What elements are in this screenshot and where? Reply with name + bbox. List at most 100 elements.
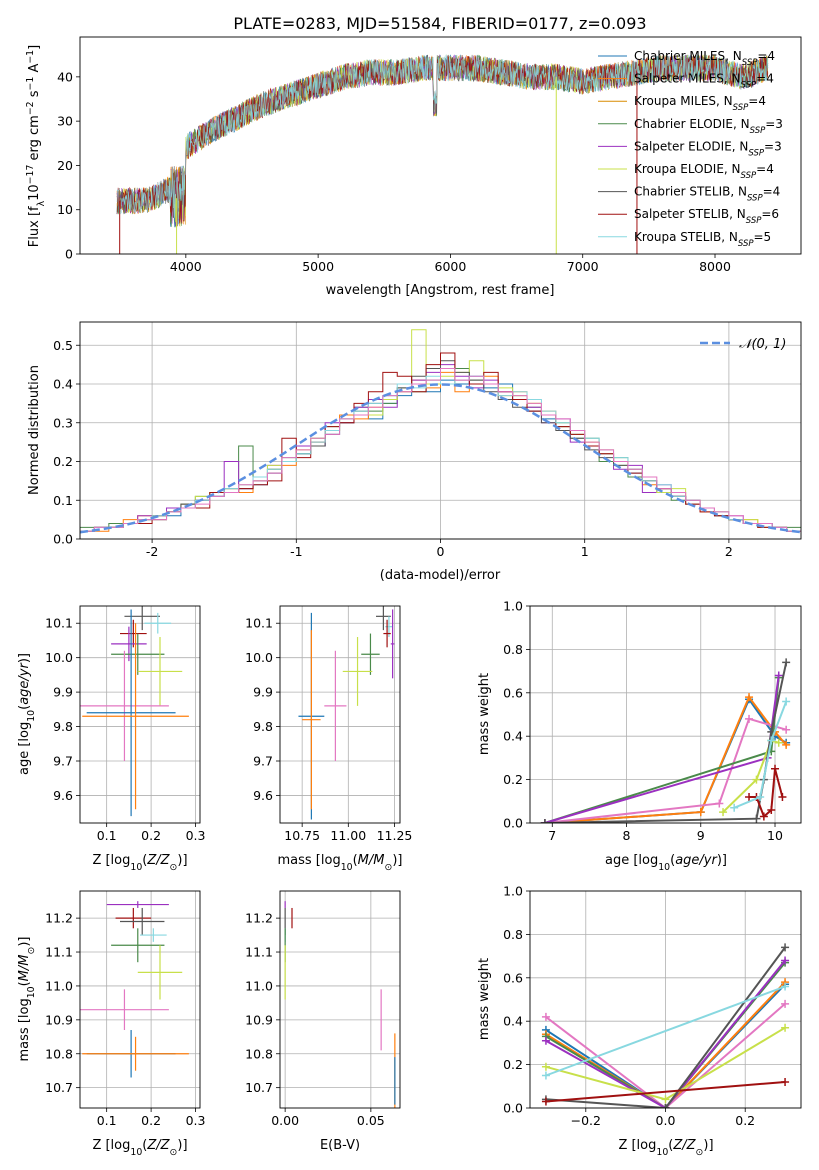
weight-line	[544, 677, 780, 823]
panel-residuals: -2 -1 0 1 2 0.0 0.1 0.2 0.3 0.4 0.5 𝒩(0, 1) (data-mo…	[27, 321, 802, 583]
y-tick-label: 10.1	[245, 616, 273, 631]
weight-marker	[661, 1095, 670, 1104]
weight-marker	[759, 812, 768, 821]
x-tick-label: 0	[437, 544, 445, 559]
weight-marker	[745, 792, 754, 801]
x-tick-label: 6000	[435, 259, 467, 274]
weight-line	[544, 697, 787, 823]
y-tick-label: 10.8	[245, 1046, 273, 1061]
y-tick-label: 0.0	[53, 532, 73, 547]
figure-title: PLATE=0283, MJD=51584, FIBERID=0177, z=0…	[233, 14, 646, 33]
spectrum-line	[116, 55, 769, 227]
weight-marker	[781, 943, 790, 952]
axes-frame	[279, 605, 401, 824]
weight-marker	[715, 799, 724, 808]
histogram-series	[80, 368, 801, 539]
y-tick-label: 0.2	[53, 454, 73, 469]
weight-line	[545, 959, 786, 1108]
weight-marker	[781, 999, 790, 1008]
plot-area-spectrum	[116, 54, 769, 254]
legend-label: Salpeter MILES, NSSP=4	[634, 72, 774, 91]
weight-marker	[782, 740, 791, 749]
x-tick-label: 2	[725, 544, 733, 559]
x-tick-label: 1	[581, 544, 589, 559]
legend-label: Chabrier MILES, NSSP=4	[634, 49, 775, 68]
legend-label: Salpeter ELODIE, NSSP=3	[634, 139, 782, 158]
y-tick-label: 0.3	[53, 415, 73, 430]
weight-marker	[541, 1062, 550, 1071]
x-tick-label: 10.75	[284, 828, 320, 843]
weight-marker	[540, 819, 549, 823]
panel-z_mass: 0.1 0.2 0.3 10.7 10.8 10.9 11.0 11.1 11.2 Z [log1…	[17, 890, 206, 1158]
y-tick-label: 10.9	[245, 1012, 273, 1027]
x-tick-label: 0.05	[357, 1113, 385, 1128]
y-tick-label: 9.6	[253, 788, 273, 803]
y-tick-label: 9.7	[53, 754, 73, 769]
y-tick-label: 9.6	[53, 788, 73, 803]
weight-marker	[774, 671, 783, 680]
y-tick-label: 0.1	[53, 493, 73, 508]
y-axis-label: mass weight	[477, 673, 492, 755]
y-tick-label: 10.9	[45, 1012, 73, 1027]
normal-curve	[80, 383, 801, 534]
legend-label: Chabrier STELIB, NSSP=4	[634, 185, 780, 204]
spectrum-line	[116, 54, 769, 226]
weight-marker	[696, 808, 705, 817]
y-tick-label: 9.8	[53, 719, 73, 734]
panel-weight_z: −0.2 0.0 0.2 0.0 0.2 0.4 0.6 0.8 1.0 Z [log10(Z/Z…	[477, 884, 802, 1158]
x-tick-label: 0.0	[656, 1113, 676, 1128]
y-tick-label: 9.8	[253, 719, 273, 734]
legend-label: Kroupa ELODIE, NSSP=4	[634, 162, 774, 181]
x-tick-label: 9	[697, 828, 705, 843]
y-tick-label: 11.0	[45, 978, 73, 993]
x-tick-label: 0.3	[186, 828, 206, 843]
y-tick-label: 0	[65, 247, 73, 262]
weight-line	[544, 695, 787, 823]
weight-marker	[745, 714, 754, 723]
weight-line	[733, 701, 788, 809]
x-tick-label: 0.2	[141, 1113, 161, 1128]
y-tick-label: 0.6	[503, 685, 523, 700]
axes-frame	[79, 36, 802, 255]
y-tick-label: 0.8	[503, 927, 523, 942]
panel-mass_age: 10.75 11.00 11.25 9.6 9.7 9.8 9.9 10.0 10.1 mass …	[245, 605, 412, 873]
x-axis-label: Z [log10(Z/Z⊙)]	[618, 1138, 713, 1158]
y-tick-label: 0.4	[503, 729, 523, 744]
y-tick-label: 0.0	[503, 816, 523, 831]
y-tick-label: 11.0	[245, 978, 273, 993]
weight-marker	[781, 1077, 790, 1086]
x-tick-label: 0.2	[141, 828, 161, 843]
weight-line	[544, 675, 780, 823]
weight-marker	[767, 805, 776, 814]
y-tick-label: 9.9	[253, 685, 273, 700]
weight-marker	[781, 982, 790, 991]
axes-frame	[279, 890, 401, 1109]
x-tick-label: 5000	[302, 259, 334, 274]
x-axis-label: Z [log10(Z/Z⊙)]	[92, 1138, 187, 1158]
y-tick-label: 10.1	[45, 616, 73, 631]
y-tick-label: 11.1	[245, 945, 273, 960]
panel-ebv_mass: 0.00 0.05 10.7 10.8 10.9 11.0 11.1 11.2 E(B-V)	[245, 890, 401, 1153]
y-tick-label: 0.8	[503, 642, 523, 657]
y-tick-label: 10	[57, 202, 73, 217]
y-tick-label: 0.2	[503, 1057, 523, 1072]
plot-area-residuals	[80, 329, 801, 539]
y-tick-label: 9.7	[253, 754, 273, 769]
x-tick-label: 7	[548, 828, 556, 843]
weight-marker	[541, 1036, 550, 1045]
y-tick-label: 0.6	[503, 970, 523, 985]
weight-line	[722, 739, 779, 813]
weight-line	[749, 768, 784, 819]
x-tick-label: 11.00	[330, 828, 366, 843]
legend-label: Chabrier ELODIE, NSSP=3	[634, 117, 783, 136]
x-tick-label: 0.2	[735, 1113, 755, 1128]
plot-area-mass_age	[298, 606, 395, 820]
weight-line	[545, 983, 786, 1108]
y-axis-label: Normed distribution	[27, 365, 42, 495]
x-axis-label: age [log10(age/yr)]	[605, 853, 727, 873]
weight-line	[544, 662, 788, 823]
legend-label: Salpeter STELIB, NSSP=6	[634, 207, 779, 226]
x-tick-label: 4000	[170, 259, 202, 274]
y-tick-label: 1.0	[503, 599, 523, 614]
x-tick-label: −0.2	[571, 1113, 601, 1128]
